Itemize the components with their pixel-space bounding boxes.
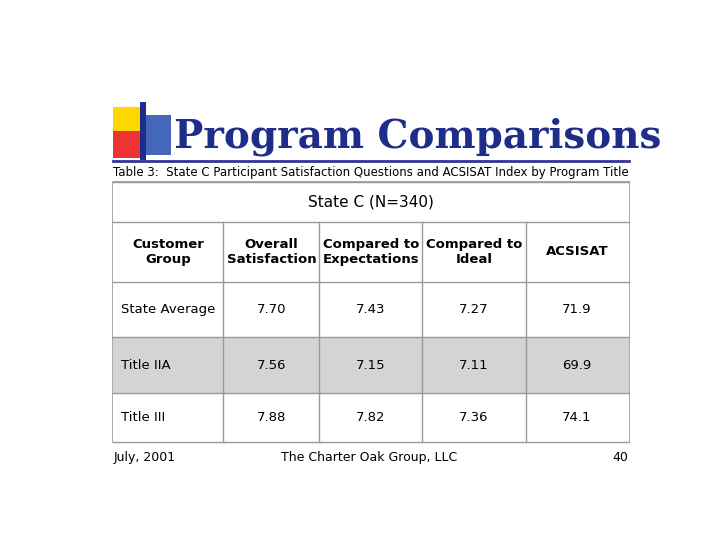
Text: 40: 40 (613, 451, 629, 464)
Bar (113, 107, 145, 137)
Text: 7.88: 7.88 (256, 411, 286, 424)
Text: State Average: State Average (121, 303, 215, 316)
Text: 7.11: 7.11 (459, 359, 489, 372)
Bar (113, 338, 629, 393)
Bar (113, 131, 145, 158)
Bar (113, 182, 629, 222)
Bar (113, 182, 629, 442)
Text: 7.56: 7.56 (256, 359, 286, 372)
Text: Customer
Group: Customer Group (132, 238, 204, 266)
Text: 74.1: 74.1 (562, 411, 592, 424)
Text: July, 2001: July, 2001 (113, 451, 176, 464)
Text: Program Comparisons: Program Comparisons (174, 117, 661, 156)
Bar (113, 282, 629, 338)
Text: 69.9: 69.9 (562, 359, 592, 372)
Text: Overall
Satisfaction: Overall Satisfaction (227, 238, 316, 266)
Text: Title III: Title III (121, 411, 166, 424)
Text: Title IIA: Title IIA (121, 359, 171, 372)
Text: The Charter Oak Group, LLC: The Charter Oak Group, LLC (281, 451, 457, 464)
Bar (113, 222, 629, 282)
Text: Table 3:  State C Participant Satisfaction Questions and ACSISAT Index by Progra: Table 3: State C Participant Satisfactio… (113, 166, 629, 179)
Text: 7.15: 7.15 (356, 359, 386, 372)
Text: ACSISAT: ACSISAT (546, 245, 608, 259)
Text: 71.9: 71.9 (562, 303, 592, 316)
Text: 7.27: 7.27 (459, 303, 489, 316)
Bar (113, 338, 629, 393)
Bar (113, 393, 629, 442)
Text: 7.36: 7.36 (459, 411, 489, 424)
Text: 7.43: 7.43 (356, 303, 386, 316)
Text: 7.70: 7.70 (256, 303, 286, 316)
Text: Compared to
Expectations: Compared to Expectations (323, 238, 419, 266)
Text: 7.82: 7.82 (356, 411, 386, 424)
Text: State C (N=340): State C (N=340) (308, 194, 434, 210)
Text: Compared to
Ideal: Compared to Ideal (426, 238, 522, 266)
Bar (140, 102, 145, 159)
Bar (143, 115, 171, 155)
